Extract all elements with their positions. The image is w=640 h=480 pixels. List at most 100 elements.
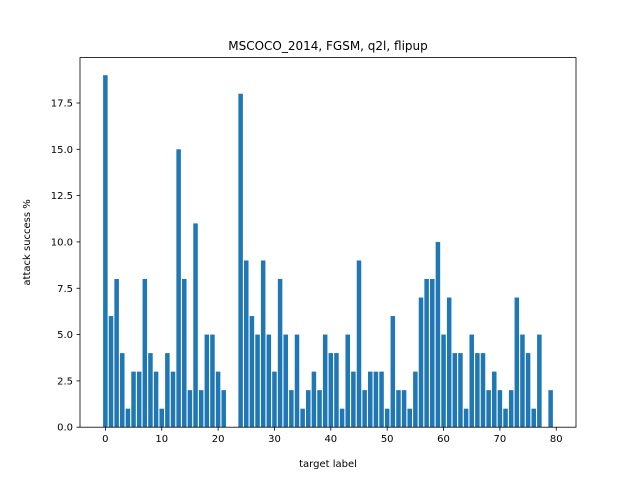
y-tick-label: 12.5 bbox=[51, 191, 73, 202]
bar-62 bbox=[452, 353, 458, 428]
bar-74 bbox=[520, 334, 525, 428]
bar-34 bbox=[294, 334, 300, 428]
x-axis-ticks: 0 10 20 30 40 50 60 70 80 bbox=[102, 427, 563, 445]
y-axis-label: attack success % bbox=[22, 199, 33, 285]
bar-19 bbox=[210, 334, 215, 428]
x-tick-label: 70 bbox=[494, 434, 507, 445]
bar-57 bbox=[424, 278, 429, 428]
bar-49 bbox=[379, 371, 384, 428]
bar-0 bbox=[103, 75, 108, 428]
y-tick-label: 17.5 bbox=[51, 98, 73, 109]
bar-50 bbox=[384, 408, 390, 428]
bar-54 bbox=[407, 408, 412, 428]
bar-67 bbox=[480, 353, 486, 428]
y-tick-label: 0.0 bbox=[57, 423, 73, 434]
y-tick-label: 2.5 bbox=[57, 376, 73, 387]
bar-3 bbox=[120, 353, 125, 428]
bar-73 bbox=[514, 297, 520, 428]
bar-56 bbox=[418, 297, 424, 428]
bar-21 bbox=[221, 390, 226, 428]
chart-title: MSCOCO_2014, FGSM, q2l, flipup bbox=[228, 39, 428, 53]
y-tick-label: 15.0 bbox=[51, 145, 73, 156]
bar-51 bbox=[390, 316, 396, 428]
bar-72 bbox=[508, 390, 514, 428]
y-axis-ticks: 0.0 2.5 5.0 7.5 10.0 12.5 15.0 17.5 bbox=[51, 98, 80, 434]
bar-66 bbox=[475, 353, 480, 428]
bar-8 bbox=[148, 353, 153, 428]
bar-41 bbox=[334, 353, 339, 428]
bar-52 bbox=[396, 390, 401, 428]
bar-6 bbox=[136, 371, 142, 428]
bar-24 bbox=[238, 93, 243, 428]
y-tick-label: 5.0 bbox=[57, 330, 73, 341]
bar-25 bbox=[244, 260, 249, 428]
bar-10 bbox=[159, 408, 164, 428]
bar-61 bbox=[446, 297, 452, 428]
bar-45 bbox=[356, 260, 362, 428]
bar-55 bbox=[413, 371, 418, 428]
bar-59 bbox=[435, 241, 441, 428]
bar-75 bbox=[525, 353, 531, 428]
bar-71 bbox=[503, 408, 508, 428]
bar-70 bbox=[497, 390, 503, 428]
bar-53 bbox=[401, 390, 407, 428]
plot-frame bbox=[79, 57, 577, 428]
bar-27 bbox=[255, 334, 260, 428]
bar-30 bbox=[272, 371, 277, 428]
bar-43 bbox=[345, 334, 350, 428]
bar-16 bbox=[193, 223, 198, 428]
bar-76 bbox=[531, 408, 536, 428]
x-tick-label: 50 bbox=[381, 434, 394, 445]
bar-7 bbox=[142, 278, 148, 428]
bar-46 bbox=[362, 390, 367, 428]
x-tick-label: 30 bbox=[268, 434, 281, 445]
bar-60 bbox=[441, 334, 446, 428]
bar-2 bbox=[114, 278, 119, 428]
bar-28 bbox=[260, 260, 266, 428]
bar-37 bbox=[311, 371, 317, 428]
bars-group bbox=[103, 75, 553, 428]
bar-42 bbox=[339, 408, 345, 428]
bar-58 bbox=[430, 278, 435, 428]
bar-39 bbox=[322, 334, 328, 428]
x-tick-label: 60 bbox=[437, 434, 450, 445]
y-tick-label: 10.0 bbox=[51, 237, 73, 248]
x-tick-label: 40 bbox=[324, 434, 337, 445]
bar-17 bbox=[198, 390, 204, 428]
bar-33 bbox=[289, 390, 294, 428]
bar-40 bbox=[328, 353, 334, 428]
bar-15 bbox=[187, 390, 193, 428]
bar-44 bbox=[351, 371, 356, 428]
y-tick-label: 7.5 bbox=[57, 284, 73, 295]
bar-11 bbox=[165, 353, 170, 428]
bar-14 bbox=[182, 278, 187, 428]
bar-9 bbox=[153, 371, 159, 428]
bar-65 bbox=[469, 334, 474, 428]
x-tick-label: 10 bbox=[155, 434, 168, 445]
bar-68 bbox=[486, 390, 491, 428]
bar-20 bbox=[215, 371, 221, 428]
bar-13 bbox=[176, 149, 181, 428]
bar-29 bbox=[266, 334, 272, 428]
bar-32 bbox=[283, 334, 288, 428]
bar-1 bbox=[108, 316, 114, 428]
bar-48 bbox=[373, 371, 379, 428]
bar-69 bbox=[492, 371, 497, 428]
x-tick-label: 80 bbox=[550, 434, 563, 445]
bar-31 bbox=[277, 278, 283, 428]
bar-26 bbox=[249, 316, 255, 428]
bar-38 bbox=[317, 390, 322, 428]
bar-77 bbox=[537, 334, 542, 428]
bar-5 bbox=[131, 371, 136, 428]
bar-4 bbox=[125, 408, 131, 428]
bar-12 bbox=[170, 371, 176, 428]
bar-64 bbox=[463, 408, 469, 428]
bar-36 bbox=[306, 390, 311, 428]
x-tick-label: 20 bbox=[212, 434, 225, 445]
x-axis-label: target label bbox=[299, 459, 357, 470]
bar-35 bbox=[300, 408, 305, 428]
bar-79 bbox=[548, 390, 553, 428]
bar-63 bbox=[458, 353, 463, 428]
